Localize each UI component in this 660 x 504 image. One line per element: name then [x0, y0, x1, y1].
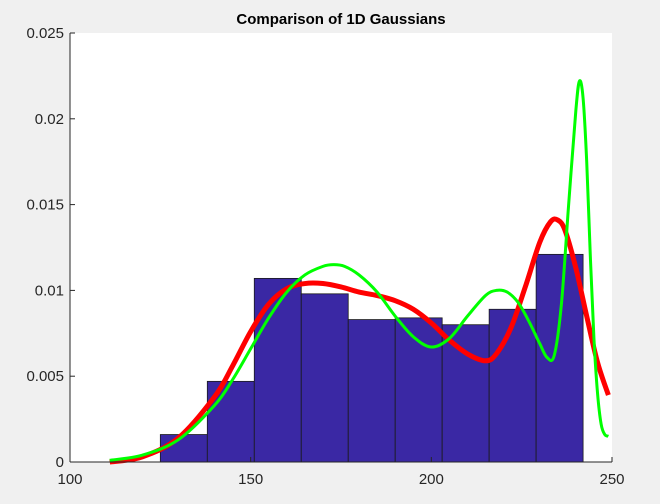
density-curves — [109, 79, 611, 465]
x-tick-label: 150 — [238, 471, 263, 488]
x-axis-ticks: 100 150 200 250 — [57, 457, 625, 488]
histogram-bar-8 — [535, 253, 584, 463]
histogram-bar-4 — [347, 319, 396, 463]
y-axis-ticks: 0 0.005 0.01 0.015 0.02 0.025 — [26, 25, 75, 471]
density-curve-0 — [109, 216, 611, 465]
histogram-bars — [159, 253, 584, 463]
y-tick-label: 0 — [56, 454, 64, 471]
x-tick-label: 200 — [419, 471, 444, 488]
density-curve-1 — [109, 79, 610, 462]
histogram-bar-7 — [488, 308, 537, 463]
chart-title: Comparison of 1D Gaussians — [236, 11, 445, 28]
x-tick-label: 100 — [57, 471, 82, 488]
y-tick-label: 0.02 — [35, 111, 64, 128]
histogram-bar-0 — [159, 434, 208, 463]
y-tick-label: 0.005 — [26, 368, 64, 385]
histogram-bar-3 — [300, 293, 349, 463]
histogram-bar-6 — [441, 324, 490, 463]
y-tick-label: 0.01 — [35, 282, 64, 299]
axes-frame — [69, 33, 612, 463]
y-tick-label: 0.015 — [26, 197, 64, 214]
y-tick-label: 0.025 — [26, 25, 64, 42]
x-tick-label: 250 — [599, 471, 624, 488]
